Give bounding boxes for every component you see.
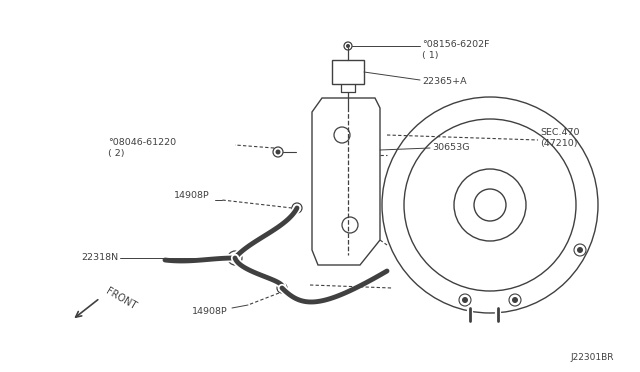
Text: SEC.470
(47210): SEC.470 (47210) xyxy=(540,128,579,148)
Circle shape xyxy=(462,297,468,303)
Text: J22301BR: J22301BR xyxy=(570,353,614,362)
Circle shape xyxy=(275,150,280,154)
Circle shape xyxy=(577,247,583,253)
Text: 14908P: 14908P xyxy=(192,308,228,317)
Circle shape xyxy=(228,251,242,265)
Circle shape xyxy=(280,285,285,291)
Text: 22318N: 22318N xyxy=(81,253,118,263)
Circle shape xyxy=(346,44,350,48)
Text: 22365+A: 22365+A xyxy=(422,77,467,87)
Text: 30653G: 30653G xyxy=(432,144,470,153)
Circle shape xyxy=(512,297,518,303)
Text: 14908P: 14908P xyxy=(174,192,210,201)
Text: °08156-6202F
( 1): °08156-6202F ( 1) xyxy=(422,40,490,60)
Circle shape xyxy=(294,205,300,211)
Text: °08046-61220
( 2): °08046-61220 ( 2) xyxy=(108,138,176,158)
Text: FRONT: FRONT xyxy=(104,286,138,312)
